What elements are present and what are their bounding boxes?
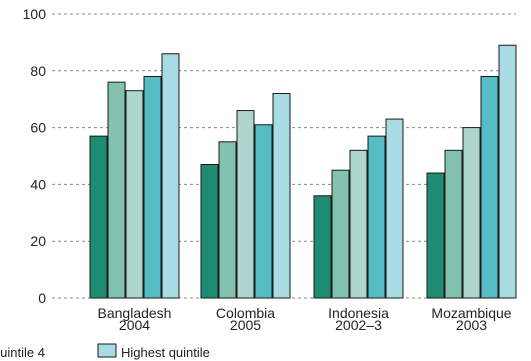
category-label-line-0: Mozambique	[431, 305, 511, 321]
bar-colombia-series-4	[272, 93, 291, 299]
bar-bangladesh-series-1	[107, 81, 126, 299]
bar-indonesia-series-4	[385, 118, 404, 299]
category-label-line-0: Colombia	[216, 305, 275, 321]
y-tick-label: 100	[23, 6, 47, 22]
bar-mozambique-series-1	[444, 149, 463, 299]
bar-colombia-series-1	[218, 141, 237, 299]
category-label-line-0: Indonesia	[328, 305, 389, 321]
bar-mozambique-series-0	[426, 172, 445, 299]
bar-mozambique-series-3	[480, 75, 499, 299]
bar-bangladesh-series-2	[125, 90, 144, 299]
bar-indonesia-series-3	[367, 135, 386, 299]
bar-colombia-series-0	[200, 164, 219, 299]
bar-bangladesh-series-0	[89, 135, 108, 299]
bar-mozambique-series-4	[498, 44, 517, 299]
category-label-line-0: Bangladesh	[98, 305, 172, 321]
category-label-line-1: 2005	[230, 317, 261, 333]
bar-colombia-series-3	[254, 124, 273, 299]
y-tick-label: 0	[38, 290, 46, 306]
bar-indonesia-series-0	[313, 195, 332, 299]
bar-bangladesh-series-3	[143, 75, 162, 299]
y-tick-label: 80	[30, 63, 46, 79]
bars-layer	[89, 44, 517, 299]
legend-swatch	[97, 343, 117, 358]
y-tick-label: 60	[30, 120, 46, 136]
category-label-line-1: 2003	[456, 317, 487, 333]
category-label-line-1: 2002–3	[335, 317, 382, 333]
category-label-line-1: 2004	[119, 317, 150, 333]
bar-mozambique-series-2	[462, 127, 481, 299]
bar-bangladesh-series-4	[161, 53, 180, 299]
y-tick-label: 40	[30, 176, 46, 192]
legend-label: Highest quintile	[121, 345, 210, 360]
y-tick-label: 20	[30, 233, 46, 249]
legend: Quintile 4 Highest quintile	[0, 343, 210, 360]
legend-label: Quintile 4	[0, 345, 45, 360]
bar-colombia-series-2	[236, 110, 255, 299]
bar-indonesia-series-2	[349, 149, 368, 299]
bar-indonesia-series-1	[331, 169, 350, 299]
